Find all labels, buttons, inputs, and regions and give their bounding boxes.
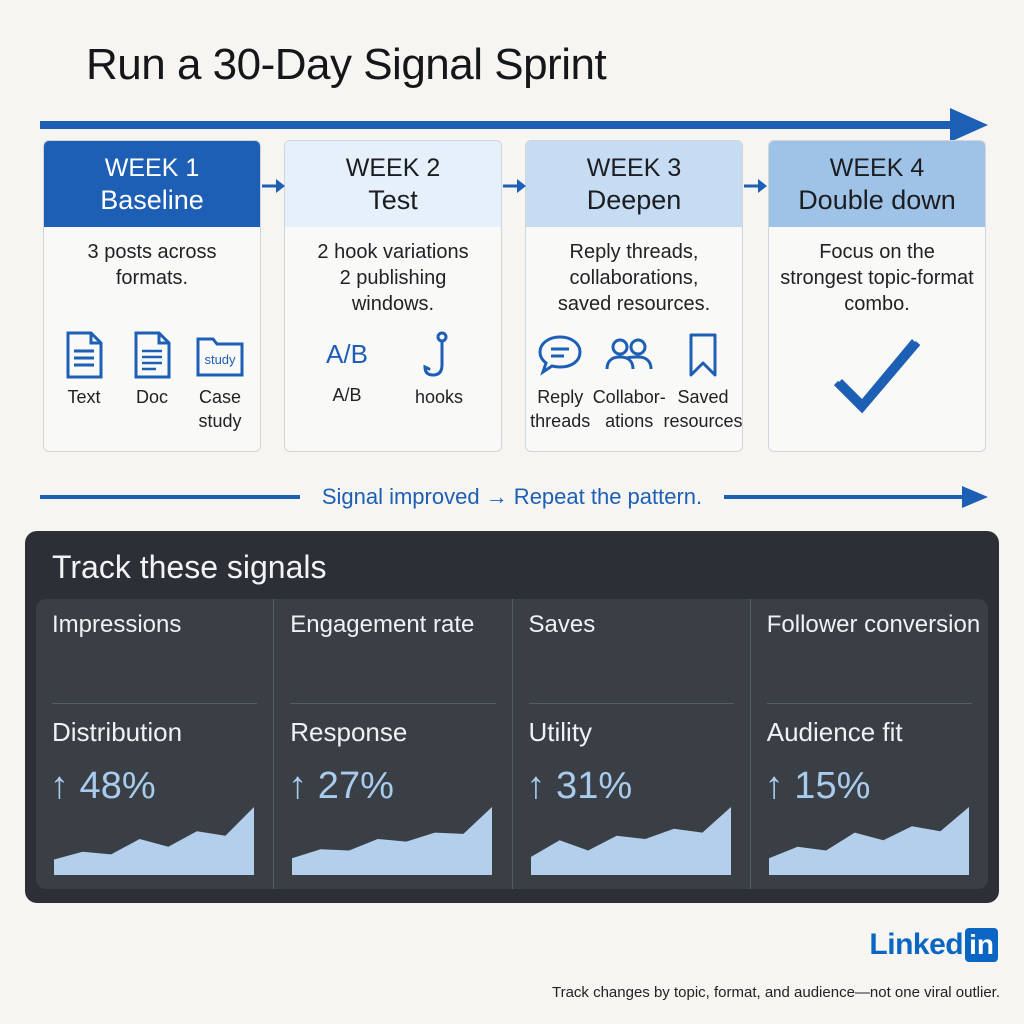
week-3-header: WEEK 3 Deepen — [526, 141, 742, 227]
week-3-icon-saved: Saved resources — [663, 331, 743, 433]
metric-engagement-rate: Engagement rate Response ↑ 27% — [273, 599, 511, 889]
ab-test-icon: A/B — [326, 339, 368, 369]
linkedin-logo: Linked in — [869, 928, 998, 962]
week-3-icon-collaborations: Collabor- ations — [592, 331, 666, 433]
metric-name: Follower conversion — [766, 611, 981, 638]
icon-label: A/B — [332, 385, 362, 405]
signal-loop-text: Signal improved → Repeat the pattern. — [300, 482, 724, 512]
signals-grid: Impressions Distribution ↑ 48% Engagemen… — [36, 599, 988, 889]
case-study-folder-icon: study — [196, 337, 244, 377]
logo-text: Linked — [869, 928, 964, 961]
metric-value: ↑ 31% — [526, 765, 633, 807]
connector-arrow-icon — [503, 179, 526, 193]
metric-category: Distribution — [52, 717, 183, 747]
metric-value: ↑ 15% — [764, 765, 871, 807]
divider — [290, 703, 496, 704]
week-1-header: WEEK 1 Baseline — [44, 141, 260, 227]
icon-label: Doc — [135, 387, 168, 407]
week-2-icons: A/B A/B hooks — [285, 331, 501, 409]
sparkline-chart — [54, 807, 254, 875]
week-2-icon-hooks: hooks — [404, 331, 474, 409]
metric-saves: Saves Utility ↑ 31% — [511, 599, 750, 889]
sparkline-chart — [530, 807, 731, 875]
week-1-icons: Text Doc study Case study — [44, 331, 260, 433]
week-1-name: Baseline — [100, 185, 204, 215]
sparkline-area — [530, 807, 731, 875]
sparkline-chart — [768, 807, 969, 875]
metric-category: Utility — [528, 717, 593, 747]
week-3-name: Deepen — [586, 185, 682, 215]
signals-panel: Track these signals Impressions Distribu… — [25, 531, 999, 903]
week-2-icon-ab: A/B A/B — [312, 331, 382, 409]
footer-note: Track changes by topic, format, and audi… — [551, 984, 1000, 1001]
week-4-name: Double down — [798, 185, 956, 215]
week-3-card: WEEK 3 Deepen Reply threads, collaborati… — [525, 140, 743, 452]
metric-category: Audience fit — [766, 717, 903, 747]
week-4-number: WEEK 4 — [829, 154, 925, 182]
week-3-icon-reply: Reply threads — [528, 331, 592, 433]
chat-bubble-icon — [538, 335, 582, 376]
doc-icon — [134, 331, 171, 379]
icon-label: Case study — [198, 387, 242, 431]
timeline-arrow — [40, 106, 990, 146]
metric-value: ↑ 48% — [50, 765, 156, 807]
page-title: Run a 30-Day Signal Sprint — [86, 40, 607, 89]
metric-name: Impressions — [52, 611, 182, 638]
week-1-card: WEEK 1 Baseline 3 posts across formats. … — [43, 140, 261, 452]
people-icon — [605, 338, 653, 370]
connector-arrow-icon — [262, 179, 285, 193]
week-1-icon-text: Text — [50, 331, 118, 433]
checkmark-icon — [833, 339, 921, 414]
divider — [52, 703, 258, 704]
metric-category: Response — [290, 717, 408, 747]
fishing-hook-icon — [423, 331, 448, 377]
icon-label: Text — [67, 387, 101, 407]
icon-label: hooks — [414, 387, 464, 407]
metric-follower-conversion: Follower conversion Audience fit ↑ 15% — [749, 599, 988, 889]
signals-panel-title: Track these signals — [52, 549, 327, 585]
connector-arrow-icon — [744, 179, 767, 193]
divider — [528, 703, 734, 704]
week-3-description: Reply threads, collaborations, saved res… — [557, 241, 711, 315]
metric-name: Engagement rate — [290, 611, 475, 638]
sparkline-area — [292, 807, 493, 875]
week-4-description: Focus on the strongest topic-format comb… — [780, 241, 974, 315]
week-2-number: WEEK 2 — [345, 154, 441, 182]
week-4-card: WEEK 4 Double down Focus on the stronges… — [768, 140, 986, 452]
metric-name: Saves — [528, 611, 596, 638]
text-document-icon — [66, 331, 103, 379]
sparkline-area — [768, 807, 969, 875]
sparkline-chart — [292, 807, 493, 875]
metric-value: ↑ 27% — [288, 765, 394, 807]
icon-label: Reply threads — [530, 387, 591, 431]
icon-label: Saved resources — [663, 387, 743, 431]
svg-text:study: study — [204, 352, 236, 367]
logo-box: in — [965, 928, 998, 962]
week-3-number: WEEK 3 — [586, 154, 682, 182]
week-2-description: 2 hook variations 2 publishing windows. — [317, 241, 469, 315]
week-1-icon-doc: Doc — [118, 331, 186, 433]
week-3-icons: Reply threads Collabor- ations Saved res… — [526, 331, 742, 433]
bookmark-icon — [689, 333, 717, 377]
week-2-card: WEEK 2 Test 2 hook variations 2 publishi… — [284, 140, 502, 452]
divider — [766, 703, 972, 704]
week-4-icons — [769, 337, 985, 417]
week-1-number: WEEK 1 — [104, 154, 200, 182]
sparkline-area — [54, 807, 254, 875]
week-1-icon-case-study: study Case study — [186, 331, 254, 433]
week-2-name: Test — [368, 185, 418, 215]
week-2-header: WEEK 2 Test — [285, 141, 501, 227]
week-1-description: 3 posts across formats. — [87, 241, 217, 289]
metric-impressions: Impressions Distribution ↑ 48% — [36, 599, 273, 889]
week-4-header: WEEK 4 Double down — [769, 141, 985, 227]
icon-label: Collabor- ations — [592, 387, 666, 431]
